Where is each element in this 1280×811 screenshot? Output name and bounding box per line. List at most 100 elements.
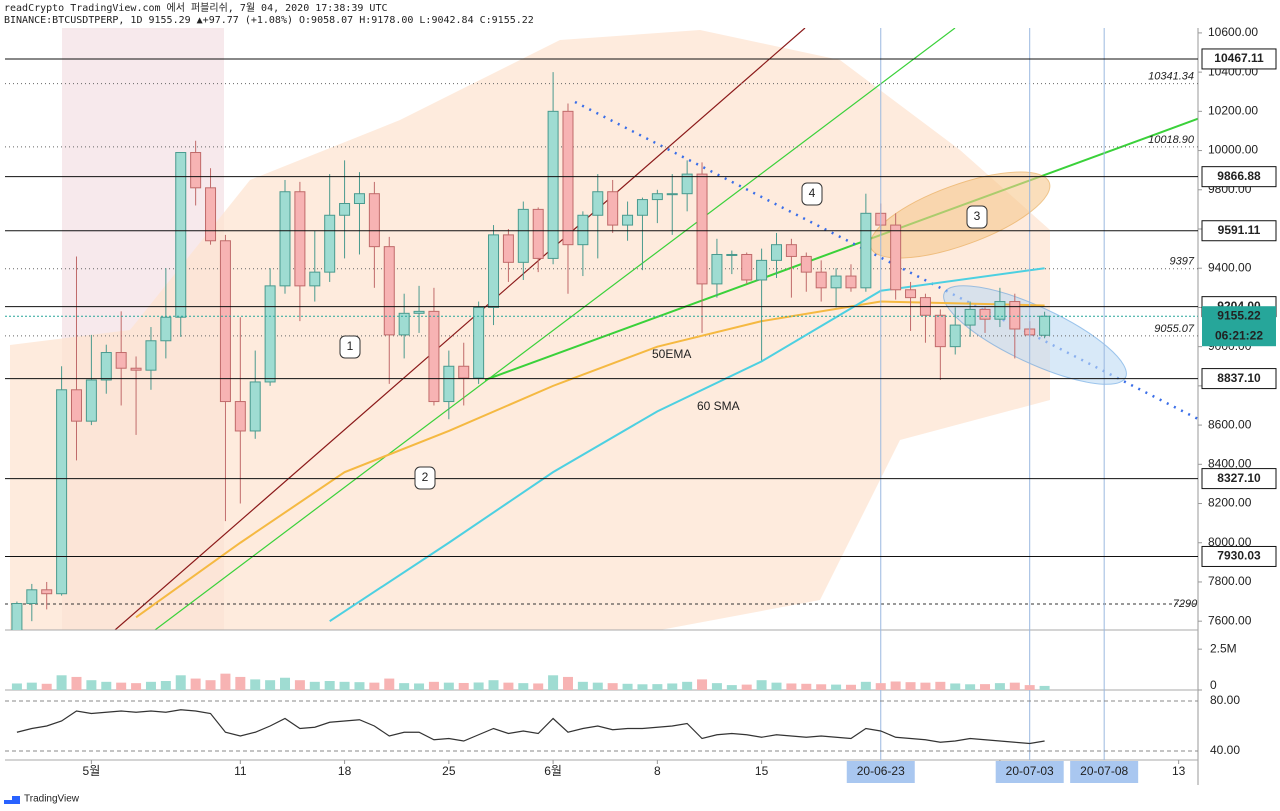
x-tick-label: 6월 — [544, 764, 562, 778]
dotted-level-label: 9397 — [1170, 256, 1195, 268]
candle-body — [666, 193, 678, 196]
y-tick-label: 8200.00 — [1208, 496, 1252, 510]
ma-label: 50EMA — [652, 347, 691, 361]
volume-bar — [309, 681, 320, 690]
volume-bar — [369, 682, 380, 690]
volume-bar — [250, 679, 261, 690]
candle-body — [458, 365, 470, 379]
date-label-box — [1070, 761, 1139, 783]
volume-bar — [726, 685, 737, 690]
candle-body — [368, 193, 380, 248]
header-line2: BINANCE:BTCUSDTPERP, 1D 9155.29 ▲+97.77 … — [4, 15, 534, 26]
volume-bar — [101, 681, 112, 690]
volume-bar — [518, 683, 529, 690]
y-tick-label: 8600.00 — [1208, 417, 1252, 431]
volume-bar — [26, 682, 37, 690]
x-tick-label: 11 — [234, 764, 247, 778]
dotted-level-label: 10341.34 — [1148, 71, 1194, 83]
volume-bar — [950, 683, 961, 690]
volume-bar — [473, 682, 484, 690]
candle-body — [517, 208, 529, 263]
level-label: 8327.10 — [1217, 471, 1261, 485]
volume-bar — [1024, 685, 1035, 690]
candle-body — [190, 152, 202, 189]
x-tick-label: 8 — [654, 764, 661, 778]
candle-body — [607, 191, 619, 226]
level-label-box — [1201, 468, 1277, 490]
volume-bar — [205, 680, 216, 690]
volume-bar — [682, 681, 693, 690]
header-line1: readCrypto TradingView.com 에서 퍼블리쉬, 7월 0… — [4, 2, 388, 14]
candle-body — [502, 234, 514, 263]
volume-bar — [131, 683, 142, 690]
candle-body — [115, 352, 127, 369]
date-label: 20-07-08 — [1080, 764, 1128, 778]
volume-bar — [458, 682, 469, 690]
volume-bar — [1009, 682, 1020, 690]
callout-box — [414, 466, 436, 490]
rsi-line — [16, 709, 1045, 745]
volume-bar — [637, 684, 648, 690]
candle-body — [41, 589, 53, 595]
volume-bar — [890, 681, 901, 690]
x-tick-label: 25 — [442, 764, 456, 778]
level-label: 9591.11 — [1218, 223, 1261, 237]
level-label-box — [1201, 220, 1277, 242]
candle-body — [651, 193, 663, 201]
candle-body — [1039, 315, 1051, 336]
volume-bar — [711, 683, 722, 690]
candle-body — [1009, 301, 1021, 330]
tradingview-logo: TradingView — [4, 794, 80, 805]
candle-body — [219, 240, 231, 403]
candle-body — [830, 275, 842, 289]
candle-body — [294, 191, 306, 287]
volume-bar — [160, 681, 171, 690]
volume-bar — [488, 680, 499, 690]
y-tick-label: 10600.00 — [1208, 25, 1258, 39]
candle-body — [309, 271, 321, 287]
volume-bar — [965, 684, 976, 690]
volume-bar — [905, 682, 916, 690]
candle-body — [11, 603, 23, 630]
volume-bar — [816, 684, 827, 690]
candle-body — [979, 308, 991, 320]
x-tick-label: 18 — [338, 764, 352, 778]
ma-label: 60 SMA — [697, 399, 740, 413]
candle-body — [339, 203, 351, 216]
candle-body — [845, 275, 857, 289]
volume-bar — [41, 683, 52, 690]
volume-bar — [607, 683, 618, 690]
candle-body — [175, 152, 187, 318]
volume-bar — [831, 684, 842, 690]
candle-body — [473, 306, 485, 379]
candle-body — [890, 224, 902, 291]
annotation: 2 — [422, 470, 429, 484]
last-price-box — [1202, 306, 1276, 347]
volume-bar — [265, 680, 276, 690]
volume-tick-label: 0 — [1210, 678, 1217, 692]
level-label: 7930.03 — [1217, 549, 1261, 563]
y-tick-label: 9400.00 — [1208, 260, 1252, 274]
candle-body — [145, 340, 157, 371]
annotation: 3 — [974, 209, 981, 223]
level-label: 10467.11 — [1214, 51, 1264, 65]
candle-body — [756, 259, 768, 281]
volume-bar — [801, 683, 812, 690]
volume-bar — [771, 682, 782, 690]
candle-body — [413, 310, 425, 314]
candle-body — [547, 110, 559, 259]
dotted-level-label: 10018.90 — [1148, 134, 1195, 146]
volume-bar — [294, 680, 305, 690]
volume-bar — [443, 682, 454, 690]
candle-body — [532, 208, 544, 259]
volume-bar — [697, 679, 708, 690]
x-tick-label: 15 — [755, 764, 769, 778]
candle-body — [26, 589, 38, 605]
candle-body — [577, 214, 589, 246]
level-label-box — [1201, 48, 1277, 70]
level-label-box — [1201, 368, 1277, 390]
candle-body — [353, 193, 365, 205]
volume-bar — [980, 684, 991, 690]
candle-body — [771, 244, 783, 261]
